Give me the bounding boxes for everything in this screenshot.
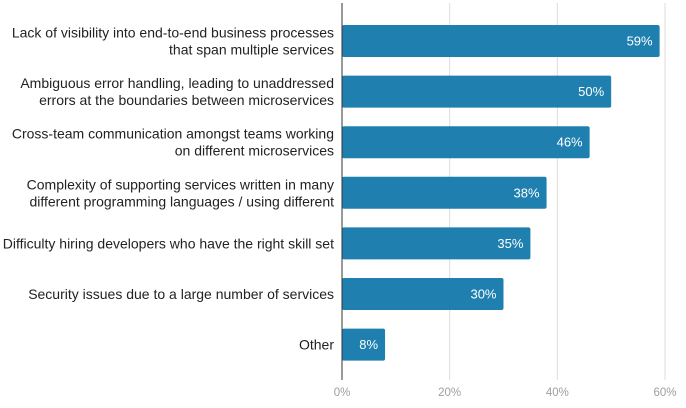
bar [342, 328, 386, 361]
bar-value-label: 59% [627, 34, 653, 49]
category-label: Complexity of supporting services writte… [27, 176, 334, 192]
bar-value-label: 50% [578, 84, 604, 99]
category-label: on different microservices [175, 143, 334, 159]
bar-value-label: 35% [497, 236, 523, 251]
bar [342, 126, 590, 159]
tick-labels: 0% 20% 40% 60% [334, 387, 677, 399]
bar [342, 227, 531, 260]
bars: 59% 50% 46% 38% 35% 30% 8% [342, 25, 660, 361]
bar [342, 75, 612, 108]
bar [342, 176, 547, 209]
x-tick-label: 60% [653, 387, 676, 399]
category-label: Difficulty hiring developers who have th… [3, 235, 334, 251]
category-label: that span multiple services [169, 42, 334, 58]
category-label: Security issues due to a large number of… [28, 286, 334, 302]
category-label: Lack of visibility into end-to-end busin… [12, 25, 334, 41]
bar-value-label: 38% [514, 185, 540, 200]
category-label: errors at the boundaries between microse… [39, 92, 334, 108]
bar [342, 278, 504, 310]
category-label: different programming languages / using … [29, 193, 334, 209]
x-tick-label: 40% [546, 387, 569, 399]
bar-value-label: 8% [359, 337, 378, 352]
bar [342, 25, 660, 57]
category-label: Cross-team communication amongst teams w… [12, 126, 334, 142]
bar-value-label: 46% [557, 135, 583, 150]
bar-value-label: 30% [470, 287, 496, 302]
x-tick-label: 20% [438, 387, 461, 399]
category-labels: Lack of visibility into end-to-end busin… [3, 25, 335, 353]
category-label: Ambiguous error handling, leading to una… [20, 75, 334, 91]
x-tick-label: 0% [334, 387, 351, 399]
category-label: Other [299, 337, 334, 353]
